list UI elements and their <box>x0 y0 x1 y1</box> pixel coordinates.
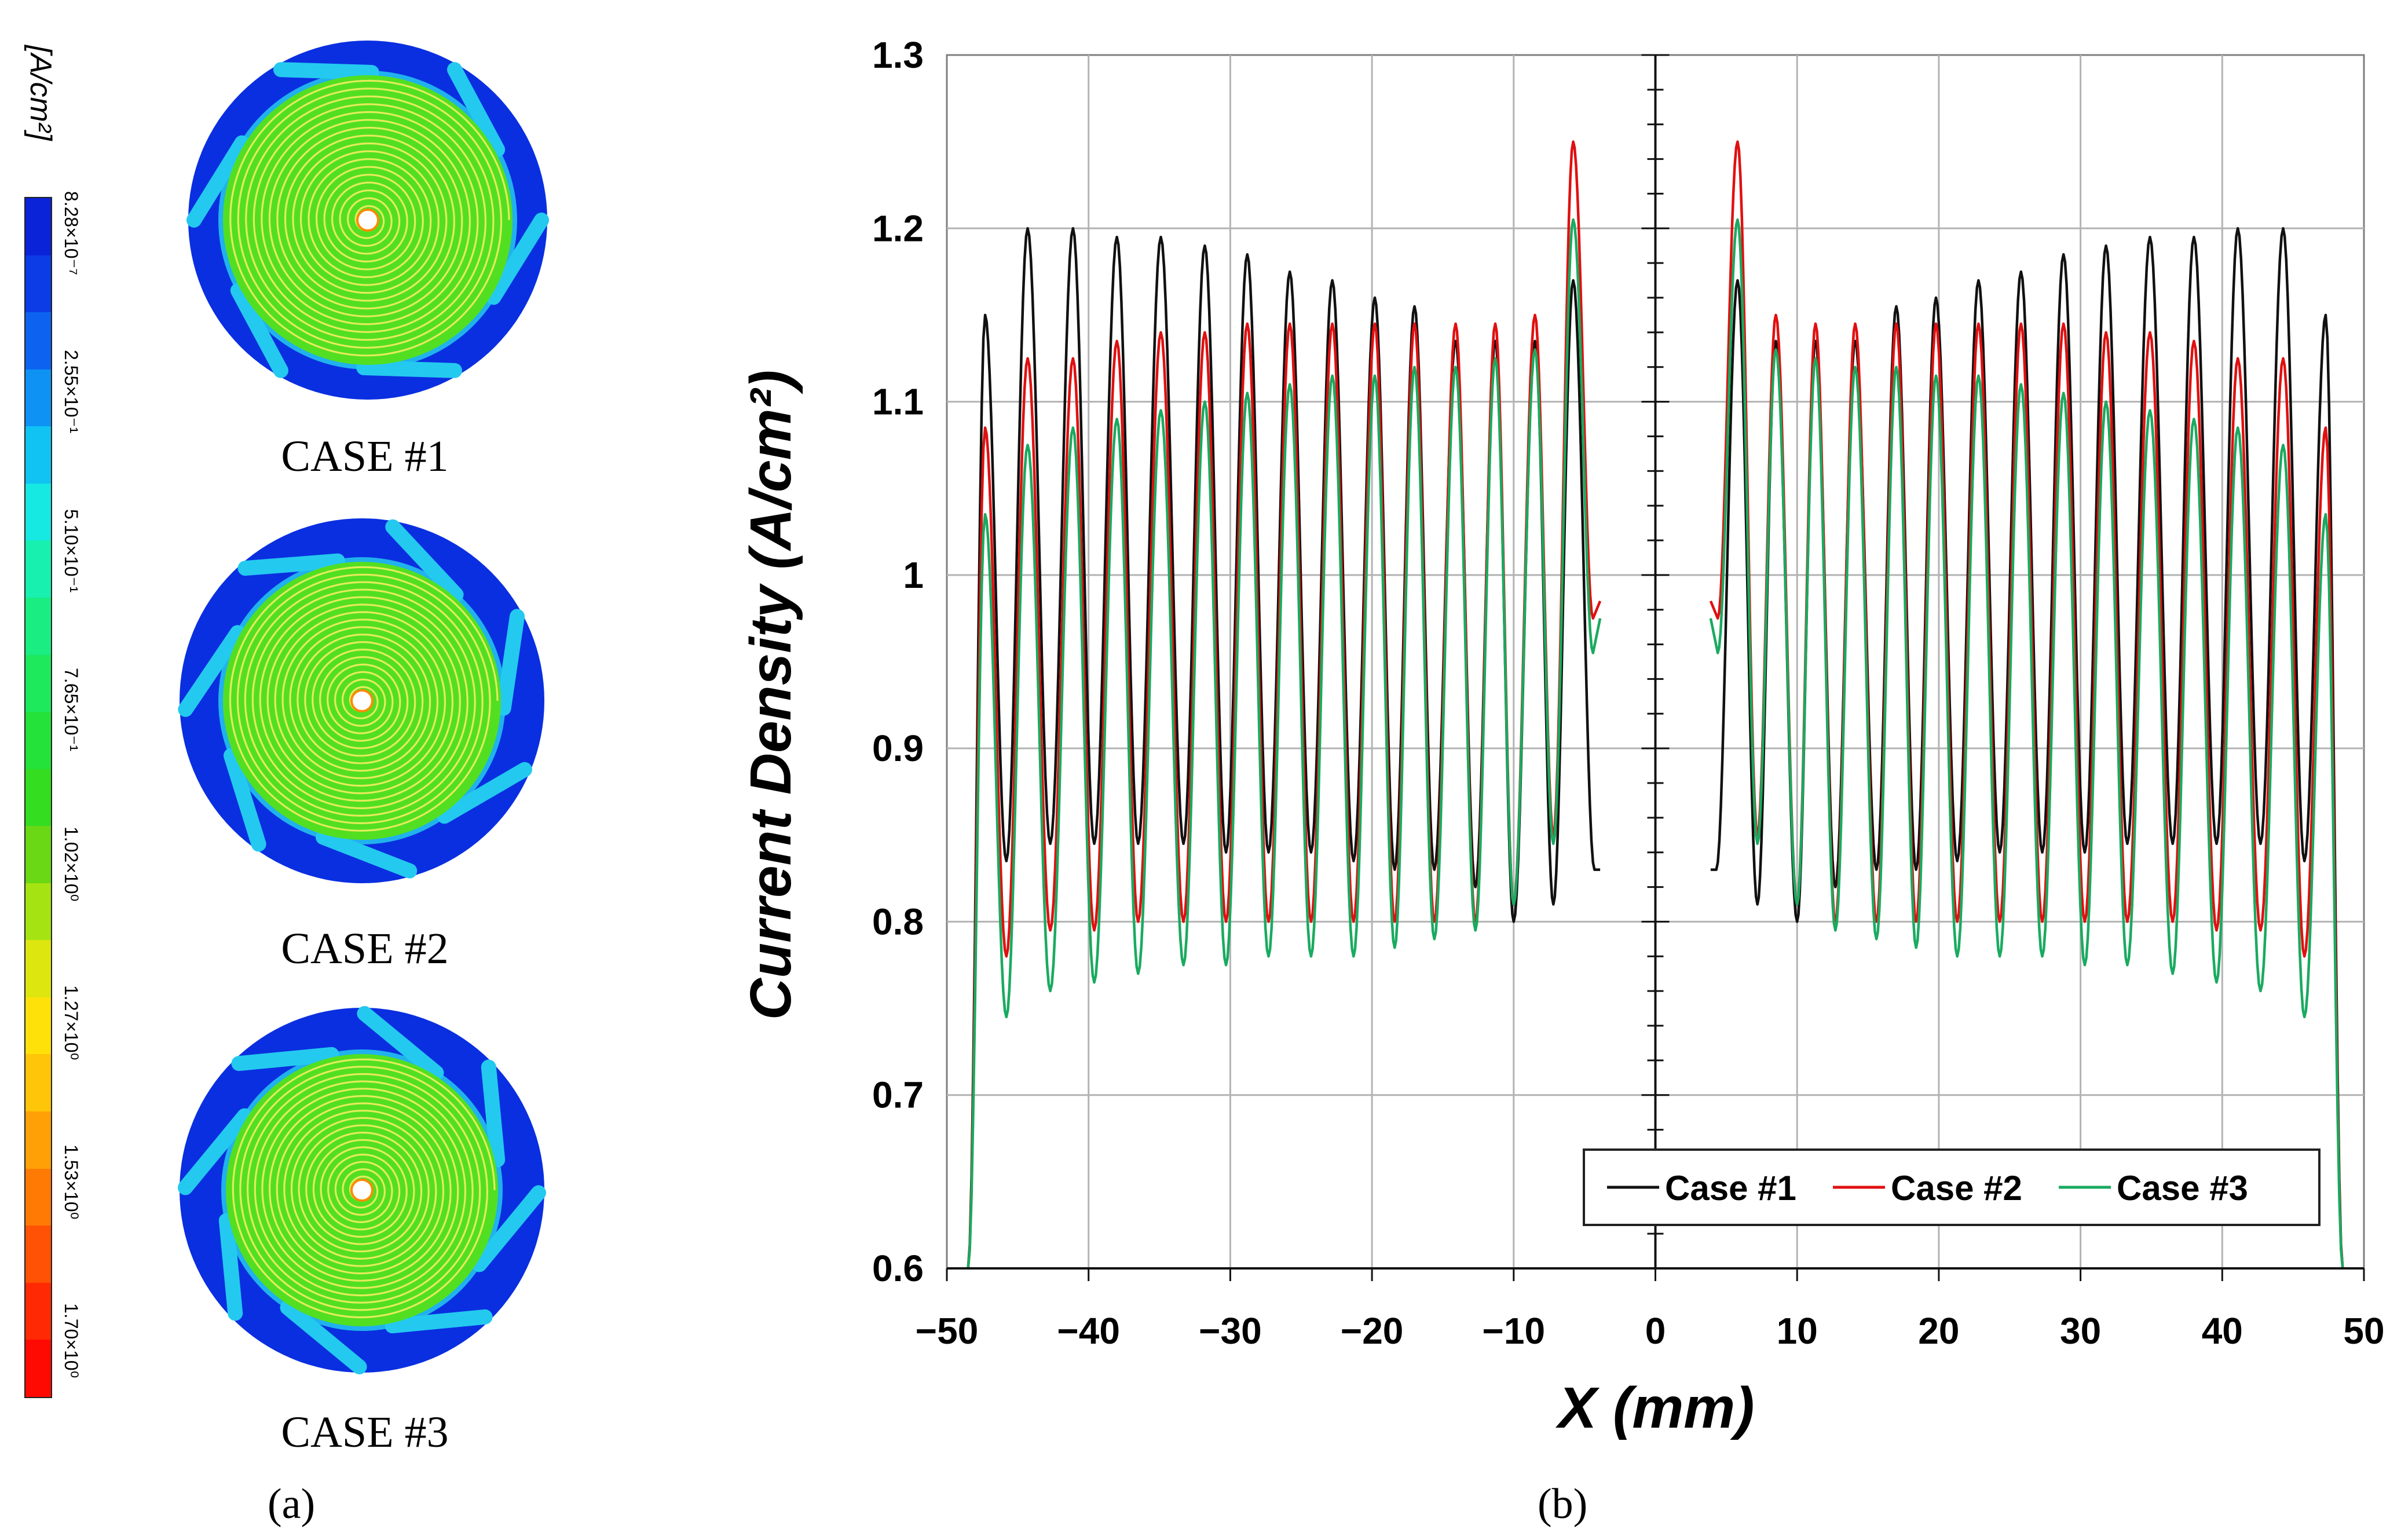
colorbar-band <box>25 883 51 941</box>
colorbar-band <box>25 1340 51 1397</box>
line-chart: −50 −40 −30 −20 −10 0 10 20 30 40 50 0.6 0.7 0.8 0.9 1 1… <box>738 34 2385 1440</box>
case-3-label: CASE #3 <box>281 1408 449 1457</box>
y-tick-label: 0.8 <box>872 901 924 942</box>
colorbar-band <box>25 654 51 712</box>
y-axis-label: Current Density (A/cm²) <box>738 370 803 1020</box>
flow-channel <box>496 609 525 716</box>
x-tick-label: −40 <box>1057 1310 1120 1352</box>
colorbar-band <box>25 826 51 883</box>
legend: Case #1 Case #2 Case #3 <box>1583 1148 2321 1226</box>
panel-b-label-text: (b) <box>1538 1480 1588 1528</box>
colorbar-band <box>25 769 51 826</box>
center-hole <box>356 208 379 232</box>
colorbar-tick-label: 8.28×10⁻⁷ <box>61 191 82 276</box>
case-2-disk <box>178 518 544 883</box>
panel-a-label-text: (a) <box>268 1480 316 1528</box>
y-tick-label: 1.1 <box>872 381 924 423</box>
legend-box <box>1583 1148 2321 1226</box>
y-tick-label: 1 <box>903 554 924 596</box>
contour-disks <box>178 41 549 1374</box>
flow-channel <box>357 1006 444 1081</box>
flow-channel <box>481 1059 506 1168</box>
series-line-case-3-left <box>967 218 1602 1269</box>
series-lines <box>967 140 2344 1269</box>
flow-channel <box>385 519 464 602</box>
panel-b-label: (b) <box>1538 1480 1587 1529</box>
y-tick-label: 0.7 <box>872 1074 924 1116</box>
colorbar-band <box>25 312 51 370</box>
x-tick-label: −20 <box>1341 1310 1404 1352</box>
colorbar-band <box>25 426 51 484</box>
y-tick-label: 0.6 <box>872 1248 924 1289</box>
flow-channel <box>223 748 266 852</box>
spiral-channel <box>232 1058 496 1319</box>
series-line-case-2-left <box>967 140 1602 1269</box>
case-3-disk <box>178 1006 546 1374</box>
case-1-disk <box>186 41 549 400</box>
flow-channel <box>385 1309 493 1334</box>
panel-a-label: (a) <box>268 1480 315 1529</box>
colorbar-band <box>25 597 51 655</box>
x-tick-label: −50 <box>916 1310 979 1352</box>
flow-channel <box>280 1300 367 1374</box>
colorbar-band <box>25 997 51 1055</box>
colorbar-band <box>25 1054 51 1111</box>
colorbar-band <box>25 712 51 769</box>
colorbar-tick-label: 5.10×10⁻¹ <box>61 509 82 592</box>
x-tick-label: 50 <box>2343 1310 2384 1352</box>
colorbar-band <box>25 1226 51 1283</box>
colorbar-band <box>25 940 51 997</box>
colorbar-tick-label: 2.55×10⁻¹ <box>61 350 82 434</box>
flow-channel <box>178 1108 252 1195</box>
series-line-case-3-right <box>1709 218 2344 1269</box>
x-tick-label: 0 <box>1645 1310 1666 1352</box>
flow-channel <box>471 1185 546 1272</box>
colorbar-tick-label: 1.70×10⁰ <box>61 1303 82 1378</box>
series-line-case-2-right <box>1709 140 2344 1269</box>
flow-channel <box>218 1213 243 1321</box>
colorbar-band <box>25 198 51 255</box>
flow-channel <box>437 762 532 824</box>
x-tick-label: −30 <box>1199 1310 1262 1352</box>
colorbar-unit: [A/cm²] <box>24 45 57 141</box>
flow-channel <box>237 553 346 576</box>
legend-label: Case #1 <box>1665 1169 1796 1208</box>
x-tick-label: 10 <box>1777 1310 1818 1352</box>
x-tick-label: 30 <box>2060 1310 2101 1352</box>
spiral-channel <box>229 566 499 832</box>
colorbar-band <box>25 1168 51 1226</box>
colorbar-band <box>25 1282 51 1340</box>
legend-label: Case #3 <box>2117 1169 2248 1208</box>
colorbar-tick-label: 1.53×10⁰ <box>61 1144 82 1220</box>
case-1-label: CASE #1 <box>281 432 449 481</box>
y-tick-label: 1.2 <box>872 207 924 249</box>
x-tick-label: 40 <box>2202 1310 2243 1352</box>
flow-channel <box>178 625 246 717</box>
x-tick-label: 20 <box>1918 1310 1959 1352</box>
colorbar-band <box>25 255 51 313</box>
colorbar-tick-label: 1.02×10⁰ <box>61 826 82 902</box>
colorbar-band <box>25 369 51 427</box>
colorbar-tick-label: 1.27×10⁰ <box>61 985 82 1060</box>
x-tick-label: −10 <box>1483 1310 1546 1352</box>
y-tick-label: 1.3 <box>872 34 924 76</box>
center-hole <box>350 1179 374 1202</box>
colorbar-band <box>25 1111 51 1169</box>
colorbar-band <box>25 540 51 598</box>
spiral-channel <box>229 79 510 357</box>
x-axis-label: X (mm) <box>1555 1376 1755 1440</box>
legend-label: Case #2 <box>1891 1169 2022 1208</box>
flow-channel <box>231 1047 339 1071</box>
colorbar-tick-label: 7.65×10⁻¹ <box>61 667 82 751</box>
y-tick-label: 0.9 <box>872 727 924 769</box>
center-hole <box>350 689 374 712</box>
flow-channel <box>316 829 418 879</box>
colorbar-band <box>25 483 51 541</box>
axes: −50 −40 −30 −20 −10 0 10 20 30 40 50 0.6 0.7 0.8 0.9 1 1… <box>872 34 2385 1352</box>
case-2-label: CASE #2 <box>281 924 449 973</box>
colorbar-gradient <box>24 197 52 1398</box>
